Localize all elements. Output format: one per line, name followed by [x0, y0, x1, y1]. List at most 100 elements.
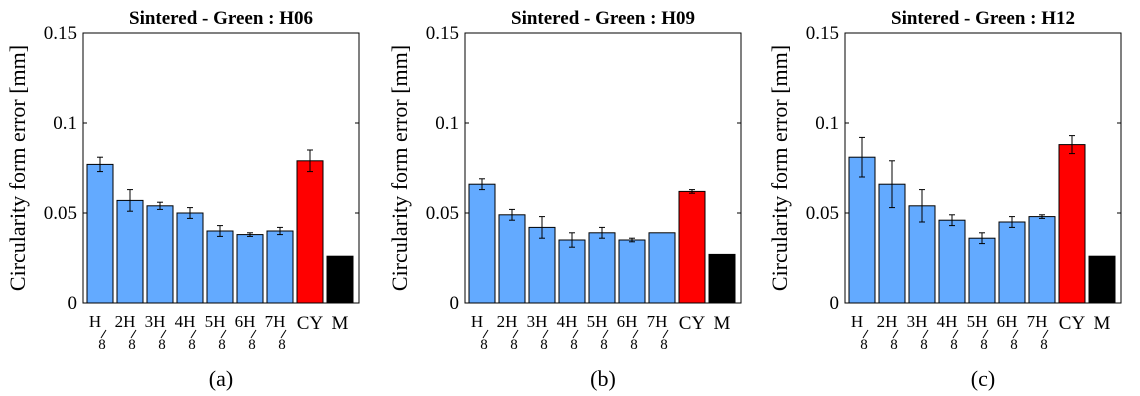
- svg-text:8: 8: [950, 337, 958, 353]
- x-tick-label: H8: [471, 312, 489, 353]
- bar-4H-8: [176, 212, 204, 304]
- x-tick-label: 5H8: [587, 312, 609, 353]
- svg-text:8: 8: [128, 337, 136, 353]
- bar-7H-8: [1028, 216, 1056, 304]
- x-tick-label: 7H8: [265, 312, 287, 353]
- svg-text:5H: 5H: [205, 312, 226, 331]
- svg-text:7H: 7H: [647, 312, 668, 331]
- y-tick-label: 0.15: [426, 23, 459, 44]
- y-tick-label: 0: [68, 293, 78, 314]
- svg-text:4H: 4H: [937, 312, 958, 331]
- y-tick-label: 0.1: [53, 113, 77, 134]
- y-tick-label: 0.15: [806, 23, 839, 44]
- svg-text:8: 8: [1010, 337, 1018, 353]
- svg-text:8: 8: [980, 337, 988, 353]
- bar-4H-8: [938, 219, 966, 304]
- y-tick-label: 0.05: [426, 203, 459, 224]
- y-axis-label: Circularity form error [mm]: [387, 45, 412, 291]
- chart-title: Sintered - Green : H06: [129, 8, 313, 29]
- svg-text:3H: 3H: [527, 312, 548, 331]
- bar-H-8: [848, 156, 876, 304]
- svg-text:5H: 5H: [967, 312, 988, 331]
- svg-text:4H: 4H: [557, 312, 578, 331]
- svg-text:8: 8: [278, 337, 286, 353]
- svg-text:8: 8: [1040, 337, 1048, 353]
- subfigure-caption: (a): [209, 366, 233, 391]
- x-tick-label: H8: [851, 312, 869, 353]
- svg-text:8: 8: [248, 337, 256, 353]
- x-tick-label: 3H8: [907, 312, 929, 353]
- bar-2H-8: [498, 214, 526, 304]
- svg-text:8: 8: [600, 337, 608, 353]
- svg-text:H: H: [851, 312, 863, 331]
- svg-text:7H: 7H: [265, 312, 286, 331]
- subfigure-caption: (c): [971, 366, 995, 391]
- bar-M: [326, 255, 354, 304]
- y-tick-label: 0.15: [44, 23, 77, 44]
- x-tick-label: CY: [1059, 313, 1086, 334]
- x-tick-label: CY: [679, 313, 706, 334]
- bar-CY: [678, 190, 706, 304]
- bar-5H-8: [588, 232, 616, 304]
- svg-text:6H: 6H: [617, 312, 638, 331]
- x-tick-label: 3H8: [145, 312, 167, 353]
- svg-text:8: 8: [890, 337, 898, 353]
- chart-title: Sintered - Green : H09: [511, 8, 695, 29]
- svg-text:H: H: [471, 312, 483, 331]
- bar-5H-8: [968, 237, 996, 304]
- y-tick-label: 0.1: [815, 113, 839, 134]
- x-tick-label: 4H8: [557, 312, 579, 353]
- bar-3H-8: [146, 205, 174, 304]
- subfigure-caption: (b): [590, 366, 616, 391]
- x-tick-label: 4H8: [937, 312, 959, 353]
- x-tick-label: 6H8: [997, 312, 1019, 353]
- chart-panel-3: Sintered - Green : H12 0 0.05 0.1 0.15 Circul…: [767, 8, 1122, 391]
- x-tick-label: M: [714, 313, 731, 334]
- x-tick-label: 7H8: [647, 312, 669, 353]
- x-tick-label: CY: [297, 313, 324, 334]
- y-tick-label: 0.05: [806, 203, 839, 224]
- x-tick-label: 5H8: [205, 312, 227, 353]
- x-tick-label: H8: [89, 312, 107, 353]
- bar-3H-8: [528, 226, 556, 304]
- svg-text:6H: 6H: [997, 312, 1018, 331]
- svg-text:8: 8: [860, 337, 868, 353]
- svg-text:8: 8: [188, 337, 196, 353]
- svg-text:5H: 5H: [587, 312, 608, 331]
- bar-7H-8: [266, 230, 294, 304]
- chart-panel-2: Sintered - Green : H09 0 0.05 0.1 0.15 Circul…: [387, 8, 742, 391]
- bar-H-8: [468, 183, 496, 304]
- bar-M: [1088, 255, 1116, 304]
- svg-text:4H: 4H: [175, 312, 196, 331]
- chart-title: Sintered - Green : H12: [891, 8, 1075, 29]
- svg-text:8: 8: [510, 337, 518, 353]
- svg-text:8: 8: [98, 337, 106, 353]
- axes-frame: [464, 32, 742, 304]
- x-tick-label: M: [1094, 313, 1111, 334]
- x-tick-label: 2H8: [115, 312, 137, 353]
- svg-text:3H: 3H: [145, 312, 166, 331]
- svg-text:8: 8: [218, 337, 226, 353]
- x-tick-label: 3H8: [527, 312, 549, 353]
- bar-4H-8: [558, 239, 586, 304]
- x-tick-label: 5H8: [967, 312, 989, 353]
- bar-M: [708, 253, 736, 304]
- axes-frame: [82, 32, 360, 304]
- bar-CY: [1058, 144, 1086, 304]
- bar-6H-8: [236, 234, 264, 304]
- svg-text:6H: 6H: [235, 312, 256, 331]
- y-tick-label: 0: [450, 293, 460, 314]
- y-tick-label: 0.1: [435, 113, 459, 134]
- y-axis-label: Circularity form error [mm]: [5, 45, 30, 291]
- y-tick-label: 0.05: [44, 203, 77, 224]
- svg-text:2H: 2H: [115, 312, 136, 331]
- svg-text:H: H: [89, 312, 101, 331]
- x-tick-label: 4H8: [175, 312, 197, 353]
- svg-text:2H: 2H: [497, 312, 518, 331]
- x-tick-label: 6H8: [235, 312, 257, 353]
- x-tick-label: 6H8: [617, 312, 639, 353]
- svg-text:8: 8: [480, 337, 488, 353]
- y-tick-label: 0: [830, 293, 840, 314]
- svg-text:8: 8: [158, 337, 166, 353]
